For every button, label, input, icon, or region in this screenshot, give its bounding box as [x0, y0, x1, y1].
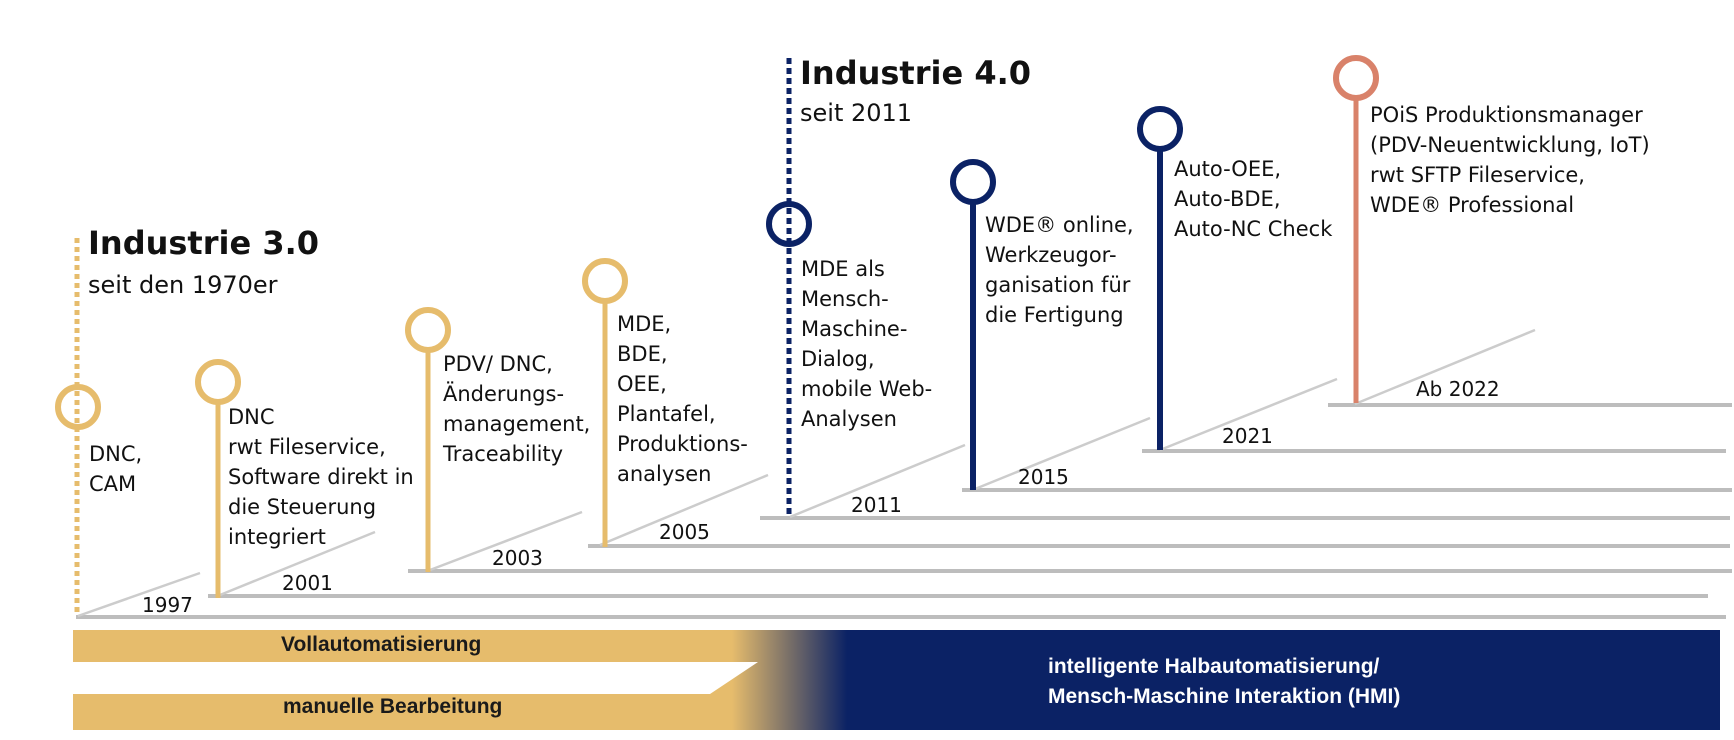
milestone-text-2003: PDV/ DNC, Änderungs- management, Traceab… [443, 352, 591, 466]
band-label-vollautomatisierung: Vollautomatisierung [281, 633, 482, 656]
ramp-2005 [599, 473, 769, 547]
year-label-2005: 2005 [659, 520, 710, 544]
year-label-2003: 2003 [492, 546, 543, 570]
year-label-2001: 2001 [282, 571, 333, 595]
year-label-2015: 2015 [1018, 465, 1069, 489]
milestone-marker-2011 [766, 201, 812, 247]
band-label-hmi: intelligente Halbautomatisierung/ Mensch… [1048, 655, 1401, 708]
milestone-marker-2022 [1333, 55, 1379, 101]
band-label-manuelle-bearbeitung: manuelle Bearbeitung [283, 695, 503, 718]
milestone-text-2011: MDE als Mensch- Maschine- Dialog, mobile… [801, 257, 933, 431]
ramp-2011 [789, 443, 966, 519]
automation-band [73, 630, 1720, 730]
milestone-pin-1997 [55, 384, 101, 430]
era-title-industrie-4: Industrie 4.0 [800, 54, 1031, 92]
milestone-marker-2003 [405, 307, 451, 353]
milestone-pin-2011 [766, 201, 812, 247]
milestone-marker-2021 [1137, 106, 1183, 152]
era-subtitle-industrie-4: seit 2011 [800, 99, 913, 127]
band-white-gap [73, 662, 758, 694]
milestone-pin-2015 [950, 159, 996, 490]
ramp-1997 [77, 571, 201, 618]
ramp-2001 [219, 530, 376, 597]
milestone-text-2001: DNC rwt Fileservice, Software direkt in … [228, 405, 414, 549]
milestone-marker-2001 [195, 359, 241, 405]
milestone-pin-2005 [582, 258, 628, 547]
era-subtitle-industrie-3: seit den 1970er [88, 271, 278, 299]
milestone-pin-2022 [1333, 55, 1379, 403]
step-lines [76, 403, 1732, 619]
milestone-text-1997: DNC, CAM [89, 442, 143, 496]
milestone-pin-2003 [405, 307, 451, 572]
year-label-2022: Ab 2022 [1416, 377, 1500, 401]
milestone-text-2021: Auto-OEE, Auto-BDE, Auto-NC Check [1174, 157, 1333, 241]
milestone-text-2005: MDE, BDE, OEE, Plantafel, Produktions- a… [617, 312, 748, 486]
milestone-pin-2021 [1137, 106, 1183, 450]
milestone-marker-2015 [950, 159, 996, 205]
year-label-2021: 2021 [1222, 424, 1273, 448]
era-title-industrie-3: Industrie 3.0 [88, 224, 319, 262]
ramp-2015 [974, 416, 1151, 491]
milestone-marker-1997 [55, 384, 101, 430]
diagonal-ramps [77, 328, 1536, 618]
year-label-1997: 1997 [142, 593, 193, 617]
ramp-2022 [1354, 328, 1536, 406]
milestone-text-2015: WDE® online, Werkzeugor- ganisation für … [985, 213, 1134, 327]
milestone-marker-2005 [582, 258, 628, 304]
milestone-pin-2001 [195, 359, 241, 598]
ramp-2021 [1159, 377, 1338, 452]
milestone-text-2022: POiS Produktionsmanager (PDV-Neuentwickl… [1370, 103, 1650, 217]
ramp-2003 [429, 510, 583, 572]
year-label-2011: 2011 [851, 493, 902, 517]
